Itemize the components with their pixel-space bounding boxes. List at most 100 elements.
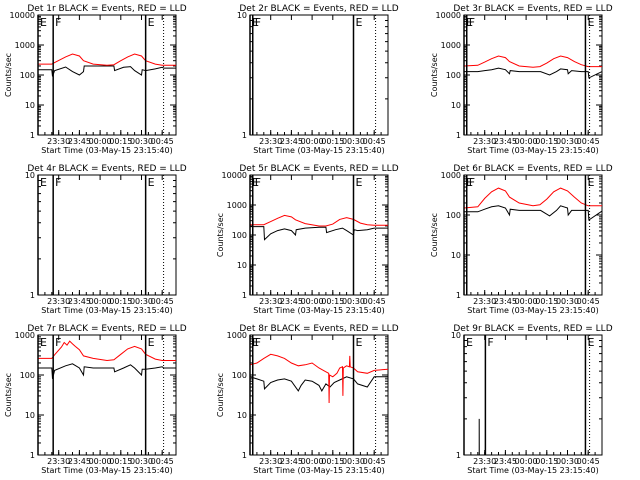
x-tick-label: 00:00	[301, 137, 324, 146]
marker-label: F	[255, 16, 261, 29]
x-axis-label: Start Time (03-May-15 23:15:40)	[467, 466, 598, 475]
x-axis-label: Start Time (03-May-15 23:15:40)	[41, 466, 172, 475]
y-tick-label: 10000	[10, 11, 35, 20]
panel-title: Det 7r BLACK = Events, RED = LLD	[27, 324, 186, 334]
x-tick-label: 23:30	[473, 457, 496, 466]
marker-label: F	[55, 16, 61, 29]
y-axis-label: Counts/sec	[430, 213, 439, 257]
series-lld-line	[463, 187, 602, 209]
x-tick-label: 00:30	[556, 297, 579, 306]
panel-title: Det 5r BLACK = Events, RED = LLD	[239, 164, 398, 174]
y-tick-label: 100	[20, 71, 35, 80]
marker-label: E	[252, 176, 259, 189]
marker-label: E	[148, 336, 155, 349]
x-tick-label: 00:00	[89, 297, 112, 306]
x-tick-label: 23:45	[68, 137, 91, 146]
panel-title: Det 2r BLACK = Events, RED = LLD	[239, 4, 398, 14]
x-tick-label: 00:00	[515, 297, 538, 306]
y-axis-label: Counts/sec	[216, 213, 225, 257]
plot-frame	[37, 174, 177, 296]
y-tick-label: 10	[25, 411, 35, 420]
panel-det-7: Det 7r BLACK = Events, RED = LLD 1 10 100 10…	[4, 324, 187, 475]
x-tick-label: 00:15	[109, 137, 132, 146]
y-tick-label: 1	[30, 451, 35, 460]
y-tick-label: 10	[237, 411, 247, 420]
x-tick-label: 00:45	[151, 137, 174, 146]
x-tick-label: 00:15	[535, 457, 558, 466]
x-axis-label: Start Time (03-May-15 23:15:40)	[467, 146, 598, 155]
x-tick-label: 00:30	[556, 457, 579, 466]
marker-label: E	[587, 176, 594, 189]
x-tick-label: 23:45	[494, 137, 517, 146]
x-tick-label: 00:00	[89, 137, 112, 146]
x-axis-label: Start Time (03-May-15 23:15:40)	[253, 306, 384, 315]
x-tick-label: 23:30	[259, 457, 282, 466]
x-tick-label: 23:45	[280, 297, 303, 306]
y-tick-label: 1	[30, 131, 35, 140]
y-tick-label: 1	[242, 451, 247, 460]
x-tick-label: 00:30	[342, 457, 365, 466]
x-tick-label: 00:45	[151, 297, 174, 306]
series-lld-line	[250, 214, 388, 227]
x-tick-label: 00:00	[515, 457, 538, 466]
x-tick-label: 23:30	[473, 137, 496, 146]
x-tick-label: 23:30	[473, 297, 496, 306]
plot-frame	[463, 14, 603, 136]
y-axis-label: Counts/sec	[216, 373, 225, 417]
marker-label: E	[40, 176, 47, 189]
y-tick-label: 1000	[441, 171, 461, 180]
plot-frame	[249, 174, 389, 296]
plot-frame	[37, 334, 177, 456]
y-tick-label: 100	[232, 371, 247, 380]
y-tick-label: 1	[30, 291, 35, 300]
series-events-line	[250, 226, 388, 241]
x-axis-label: Start Time (03-May-15 23:15:40)	[253, 146, 384, 155]
panel-det-5: Det 5r BLACK = Events, RED = LLD 1 10 100 10…	[216, 164, 399, 315]
marker-label: E	[466, 176, 473, 189]
y-tick-label: 1000	[227, 201, 247, 210]
y-tick-label: 10	[25, 171, 35, 180]
x-tick-label: 23:45	[494, 457, 517, 466]
series-lld-line	[38, 53, 176, 66]
x-tick-label: 00:30	[130, 457, 153, 466]
panel-det-3: Det 3r BLACK = Events, RED = LLD 1 10 100 10…	[430, 4, 613, 155]
x-tick-label: 23:30	[47, 297, 70, 306]
y-axis-label: Counts/sec	[4, 53, 13, 97]
marker-label: F	[469, 16, 475, 29]
panel-title: Det 9r BLACK = Events, RED = LLD	[453, 324, 612, 334]
y-tick-label: 10	[451, 331, 461, 340]
x-tick-label: 23:30	[47, 137, 70, 146]
y-axis-label: Counts/sec	[4, 373, 13, 417]
panel-title: Det 8r BLACK = Events, RED = LLD	[239, 324, 398, 334]
marker-label: E	[40, 16, 47, 29]
marker-label: F	[469, 176, 475, 189]
plot-frame	[463, 174, 603, 296]
x-tick-label: 00:30	[342, 137, 365, 146]
plot-frame	[37, 14, 177, 136]
x-axis-label: Start Time (03-May-15 23:15:40)	[41, 306, 172, 315]
x-axis-label: Start Time (03-May-15 23:15:40)	[253, 466, 384, 475]
y-tick-label: 10	[451, 101, 461, 110]
panel-title: Det 1r BLACK = Events, RED = LLD	[27, 4, 186, 14]
series-events-line	[464, 67, 603, 79]
series-events-line	[38, 65, 176, 77]
series-lld-line	[463, 55, 602, 68]
marker-label: F	[55, 176, 61, 189]
series-lld-line	[249, 353, 389, 404]
x-tick-label: 23:30	[259, 297, 282, 306]
x-tick-label: 00:15	[321, 297, 344, 306]
x-tick-label: 00:15	[321, 457, 344, 466]
x-tick-label: 00:30	[342, 297, 365, 306]
x-tick-label: 00:15	[535, 297, 558, 306]
y-tick-label: 1	[242, 131, 247, 140]
panel-title: Det 6r BLACK = Events, RED = LLD	[453, 164, 612, 174]
marker-label: F	[255, 336, 261, 349]
panel-det-2: Det 2r BLACK = Events, RED = LLD 1 10 23:30…	[237, 4, 399, 155]
x-tick-label: 23:30	[47, 457, 70, 466]
x-tick-label: 00:30	[130, 137, 153, 146]
x-tick-label: 00:15	[535, 137, 558, 146]
y-tick-label: 10	[25, 101, 35, 110]
y-tick-label: 100	[446, 71, 461, 80]
marker-label: E	[466, 336, 473, 349]
